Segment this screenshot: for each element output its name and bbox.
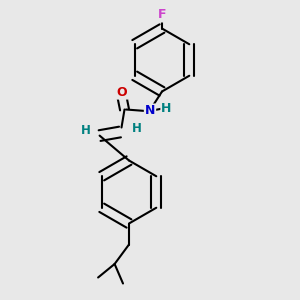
Text: H: H xyxy=(132,122,141,135)
Text: F: F xyxy=(158,8,166,22)
Text: H: H xyxy=(161,102,172,115)
Text: H: H xyxy=(81,124,91,137)
Text: O: O xyxy=(117,85,128,99)
Text: N: N xyxy=(145,104,155,118)
